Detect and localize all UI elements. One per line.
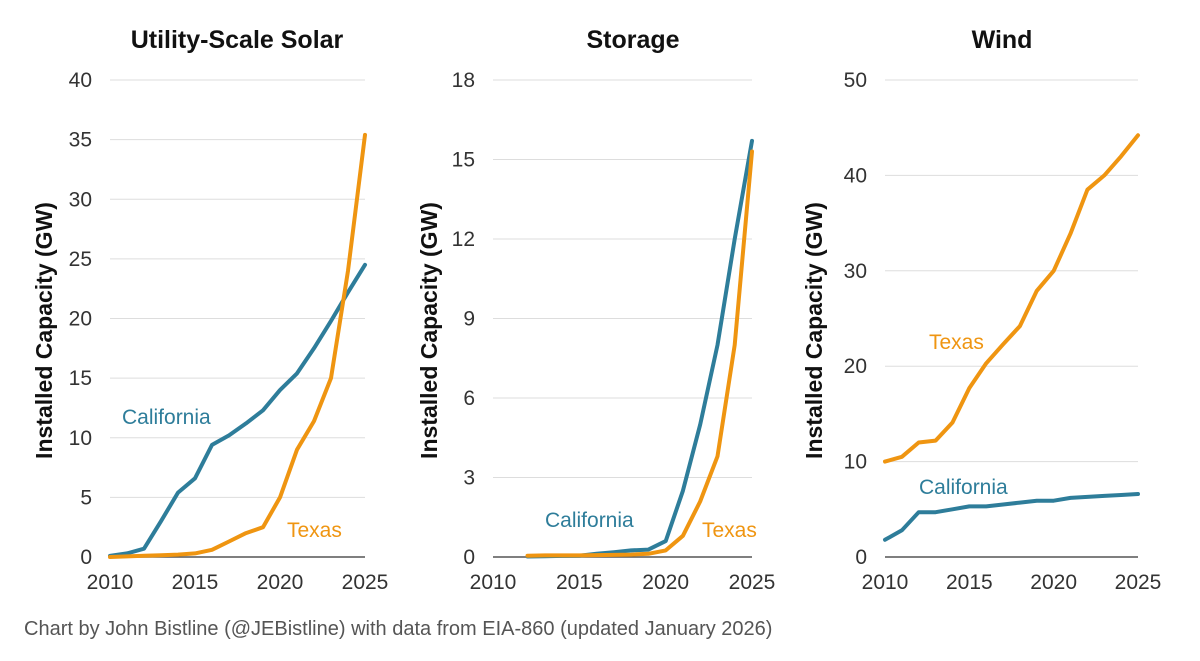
x-tick-label: 2010 bbox=[87, 571, 134, 594]
y-tick-label: 0 bbox=[855, 546, 867, 569]
x-tick-label: 2015 bbox=[172, 571, 219, 594]
x-tick-label: 2025 bbox=[342, 571, 389, 594]
y-tick-label: 20 bbox=[69, 308, 92, 331]
series-line-california bbox=[108, 262, 367, 558]
series-line-california bbox=[525, 138, 754, 559]
y-tick-label: 0 bbox=[463, 546, 475, 569]
x-tick-label: 2015 bbox=[556, 571, 603, 594]
x-tick-label: 2025 bbox=[1115, 571, 1162, 594]
y-tick-label: 18 bbox=[452, 69, 475, 92]
y-tick-label: 9 bbox=[463, 308, 475, 331]
x-tick-label: 2010 bbox=[862, 571, 909, 594]
series-label-california: California bbox=[122, 406, 211, 429]
panel-title: Storage bbox=[586, 26, 679, 54]
y-tick-label: 25 bbox=[69, 248, 92, 271]
y-tick-label: 15 bbox=[69, 367, 92, 390]
y-tick-label: 12 bbox=[452, 228, 475, 251]
series-label-texas: Texas bbox=[287, 519, 342, 542]
y-tick-label: 20 bbox=[844, 355, 867, 378]
y-tick-label: 10 bbox=[844, 451, 867, 474]
x-tick-label: 2010 bbox=[470, 571, 517, 594]
y-tick-label: 35 bbox=[69, 129, 92, 152]
panel-title: Wind bbox=[972, 26, 1033, 54]
series-line-california bbox=[883, 492, 1140, 542]
series-line-texas bbox=[108, 132, 367, 559]
x-tick-label: 2020 bbox=[1030, 571, 1077, 594]
y-tick-label: 10 bbox=[69, 427, 92, 450]
x-tick-label: 2020 bbox=[642, 571, 689, 594]
chart-panel-2: Wind 0 10 20 30 40 50 2010 2015 2020 2025 Installed… bbox=[801, 26, 1161, 594]
y-axis-label: Installed Capacity (GW) bbox=[416, 202, 442, 459]
chart-caption: Chart by John Bistline (@JEBistline) wit… bbox=[24, 618, 773, 640]
y-tick-label: 15 bbox=[452, 149, 475, 172]
series-label-texas: Texas bbox=[702, 519, 757, 542]
x-tick-label: 2025 bbox=[729, 571, 776, 594]
x-tick-label: 2015 bbox=[946, 571, 993, 594]
series-label-texas: Texas bbox=[929, 331, 984, 354]
y-tick-label: 50 bbox=[844, 69, 867, 92]
panel-title: Utility-Scale Solar bbox=[131, 26, 344, 54]
y-axis-label: Installed Capacity (GW) bbox=[31, 202, 57, 459]
y-axis-label: Installed Capacity (GW) bbox=[801, 202, 827, 459]
y-tick-label: 40 bbox=[69, 69, 92, 92]
y-tick-label: 40 bbox=[844, 164, 867, 187]
y-tick-label: 30 bbox=[69, 188, 92, 211]
series-line-texas bbox=[883, 133, 1140, 464]
y-tick-label: 6 bbox=[463, 387, 475, 410]
series-label-california: California bbox=[919, 476, 1008, 499]
chart-panel-1: Storage 0 3 6 9 12 15 18 2010 2015 2020 2025 Install… bbox=[416, 26, 775, 594]
series-label-california: California bbox=[545, 509, 634, 532]
x-tick-label: 2020 bbox=[257, 571, 304, 594]
y-tick-label: 3 bbox=[463, 467, 475, 490]
y-tick-label: 5 bbox=[80, 486, 92, 509]
y-tick-label: 0 bbox=[80, 546, 92, 569]
series-line-texas bbox=[525, 149, 754, 558]
y-tick-label: 30 bbox=[844, 260, 867, 283]
